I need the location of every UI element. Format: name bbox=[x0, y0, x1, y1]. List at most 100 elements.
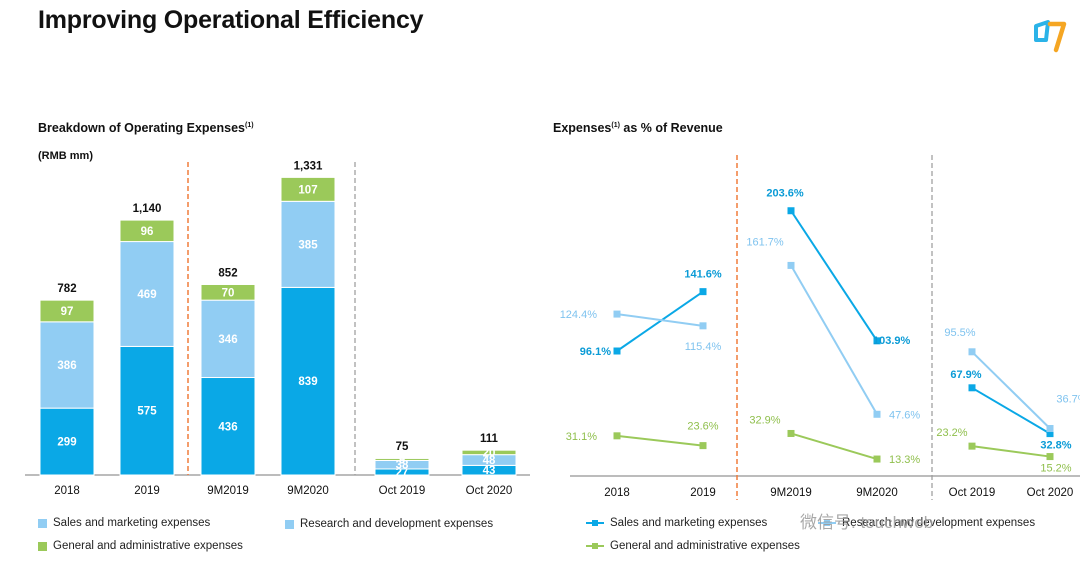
bar-legend-sm-label: Sales and marketing expenses bbox=[53, 517, 211, 529]
series-value-label: 23.2% bbox=[936, 427, 967, 439]
series-value-label: 124.4% bbox=[560, 309, 598, 321]
line-legend-rd-label: Research and development expenses bbox=[842, 517, 1036, 529]
bar-legend-rd: Research and development expenses bbox=[285, 518, 493, 530]
series-line-segment bbox=[616, 434, 704, 447]
series-value-label: 15.2% bbox=[1040, 463, 1071, 475]
bar-total-label: 852 bbox=[218, 267, 237, 279]
series-line-segment bbox=[790, 210, 878, 342]
bar-segment bbox=[39, 407, 95, 476]
bar-legend-rd-label: Research and development expenses bbox=[300, 518, 494, 530]
legend-line-marker bbox=[586, 541, 604, 551]
series-point bbox=[873, 337, 881, 345]
series-point bbox=[1046, 430, 1054, 438]
bar-value-label: 346 bbox=[218, 334, 237, 346]
line-chart: 96.1% 141.6% 203.6% 103.9% 67.9% 32.8% 124.4% 1… bbox=[560, 155, 1080, 500]
series-point bbox=[787, 261, 795, 269]
line-legend-ga-label: General and administrative expenses bbox=[610, 540, 800, 552]
bar-chart-title-sup: (1) bbox=[245, 121, 254, 129]
line-chart-title: Expenses(1) as % of Revenue bbox=[553, 121, 723, 135]
bar-value-label: 839 bbox=[298, 376, 317, 388]
bar-segment bbox=[119, 345, 175, 476]
series-point bbox=[699, 442, 707, 450]
bar-legend-sm: Sales and marketing expenses bbox=[38, 517, 210, 529]
bar-chart: 299 386 97 782 2018 575 469 96 1,140 2019 436 346 70… bbox=[25, 160, 530, 497]
series-point bbox=[613, 432, 621, 440]
series-point bbox=[968, 384, 976, 392]
bar-value-label: 469 bbox=[137, 289, 156, 301]
bar-total-label: 75 bbox=[396, 441, 409, 453]
bar-category-label: 2018 bbox=[54, 485, 80, 497]
bar-legend-ga: General and administrative expenses bbox=[38, 540, 243, 552]
series-line-segment bbox=[616, 290, 704, 352]
bar-segment bbox=[200, 377, 256, 476]
line-category-label: 9M2019 bbox=[770, 487, 812, 499]
bar-category-label: 2019 bbox=[134, 485, 160, 497]
series-point bbox=[613, 347, 621, 355]
series-line-segment bbox=[971, 445, 1051, 458]
series-point bbox=[1046, 453, 1054, 461]
bar-segment bbox=[374, 457, 430, 461]
bar-value-label: 27 bbox=[396, 467, 409, 479]
line-chart-title-suffix: as % of Revenue bbox=[619, 121, 723, 135]
bar-segment bbox=[39, 321, 95, 409]
bar-chart-unit: (RMB mm) bbox=[38, 150, 93, 162]
series-point bbox=[873, 455, 881, 463]
series-value-label: 103.9% bbox=[873, 335, 911, 347]
legend-swatch bbox=[38, 518, 47, 528]
legend-swatch bbox=[285, 519, 294, 529]
bar-value-label: 386 bbox=[57, 360, 76, 372]
page-title: Improving Operational Efficiency bbox=[38, 6, 424, 34]
series-line-segment bbox=[790, 432, 878, 461]
line-chart-title-text: Expenses bbox=[553, 121, 612, 135]
bar-value-label: 575 bbox=[137, 406, 157, 418]
watermark: 微信号: touchweb bbox=[800, 513, 934, 532]
series-point bbox=[699, 288, 707, 296]
bar-category-label: Oct 2019 bbox=[379, 485, 426, 497]
line-category-label: 2019 bbox=[690, 487, 716, 499]
line-legend-rd: Research and development expenses bbox=[818, 517, 1035, 529]
bar-value-label: 43 bbox=[483, 465, 496, 477]
bar-total-label: 111 bbox=[480, 433, 499, 445]
series-point bbox=[873, 410, 881, 418]
series-value-label: 31.1% bbox=[566, 431, 597, 443]
bar-segment bbox=[200, 283, 256, 301]
line-category-label: 9M2020 bbox=[856, 487, 898, 499]
series-line-segment bbox=[971, 351, 1051, 430]
line-category-label: Oct 2019 bbox=[949, 487, 996, 499]
series-point bbox=[613, 310, 621, 318]
company-logo-icon bbox=[1034, 20, 1067, 53]
series-point bbox=[787, 429, 795, 437]
series-value-label: 13.3% bbox=[889, 454, 920, 466]
series-value-label: 23.6% bbox=[687, 421, 718, 433]
bar-value-label: 48 bbox=[483, 455, 496, 467]
line-category-label: 2018 bbox=[604, 487, 630, 499]
series-value-label: 47.6% bbox=[889, 409, 920, 421]
bar-value-label: 299 bbox=[57, 437, 76, 449]
series-point bbox=[787, 207, 795, 215]
line-chart-title-sup: (1) bbox=[611, 121, 620, 129]
line-legend-ga: General and administrative expenses bbox=[586, 540, 800, 552]
bar-value-label: 96 bbox=[141, 226, 154, 238]
bar-segment bbox=[119, 241, 175, 347]
bar-value-label: 436 bbox=[218, 421, 237, 433]
bar-category-label: 9M2020 bbox=[287, 485, 329, 497]
bar-value-label: 97 bbox=[61, 306, 74, 318]
line-legend-sm: Sales and marketing expenses bbox=[586, 517, 767, 529]
bar-segment bbox=[280, 176, 336, 202]
series-line-segment bbox=[790, 264, 878, 415]
series-line-segment bbox=[616, 313, 704, 327]
bar-value-label: 20 bbox=[483, 447, 496, 459]
series-value-label: 141.6% bbox=[684, 269, 722, 281]
series-point bbox=[699, 322, 707, 330]
bar-value-label: 70 bbox=[222, 287, 235, 299]
bar-value-label: 107 bbox=[298, 184, 317, 196]
series-value-label: 32.8% bbox=[1040, 440, 1071, 452]
bar-segment bbox=[39, 299, 95, 323]
line-category-label: Oct 2020 bbox=[1027, 487, 1074, 499]
legend-line-marker bbox=[818, 518, 836, 528]
series-line-segment bbox=[971, 386, 1051, 435]
bar-segment bbox=[280, 200, 336, 288]
series-value-label: 95.5% bbox=[944, 327, 975, 339]
bar-value-label: 38 bbox=[396, 460, 409, 472]
bar-category-label: 9M2019 bbox=[207, 485, 249, 497]
